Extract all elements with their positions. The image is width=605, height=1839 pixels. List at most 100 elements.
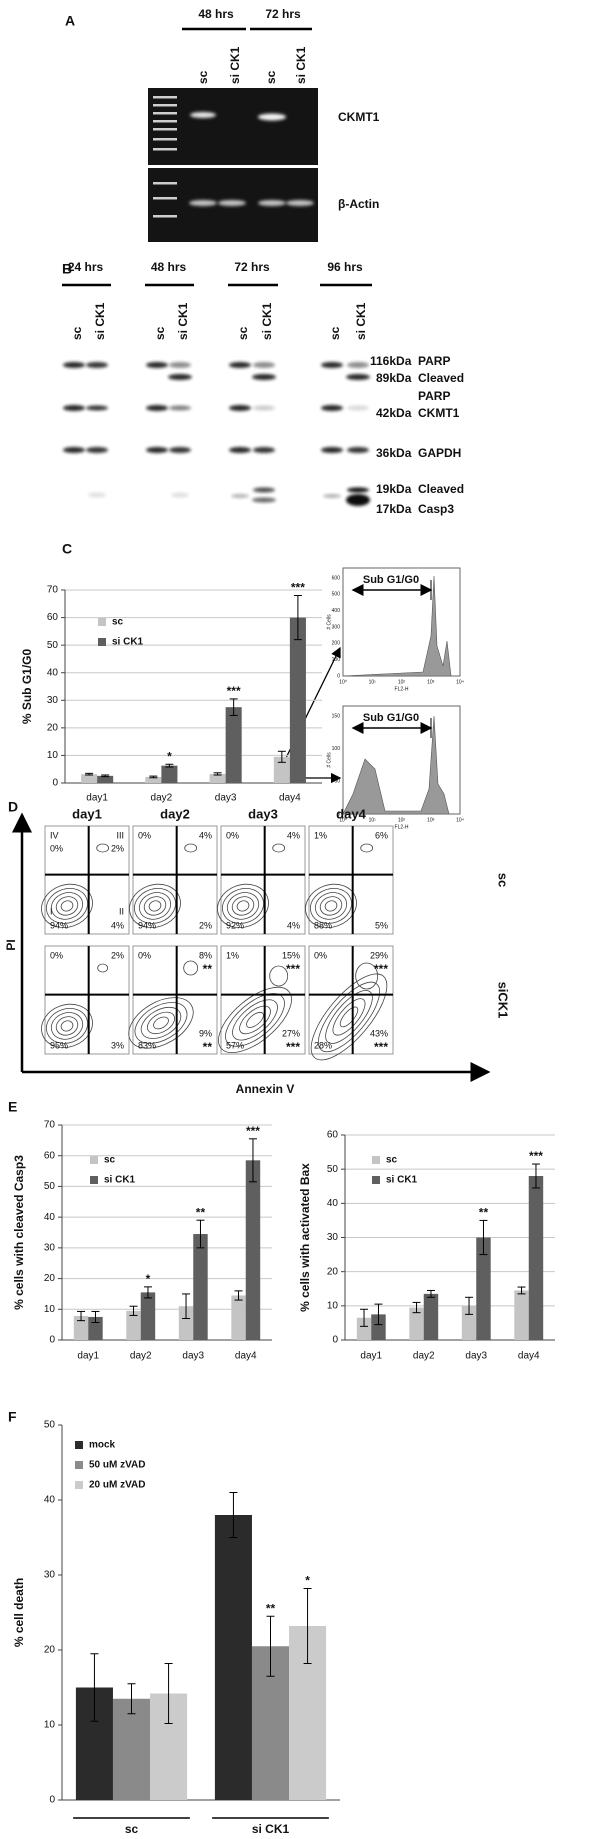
y-tick-label: 40 <box>47 667 59 678</box>
percent: 4% <box>111 920 124 930</box>
y-tick-label: 50 <box>44 1420 56 1431</box>
bar <box>514 1290 529 1340</box>
significance: *** <box>246 1124 260 1138</box>
bar <box>73 1316 89 1340</box>
legend-label: si CK1 <box>104 1175 136 1186</box>
y-tick-label: 0 <box>52 778 58 789</box>
contour <box>60 900 74 912</box>
error-bar <box>303 1588 312 1664</box>
significance: ** <box>203 1040 213 1054</box>
blot-name: Casp3 <box>418 502 454 516</box>
significance: *** <box>374 1040 388 1054</box>
x-tick-label: day2 <box>413 1351 435 1362</box>
contour <box>239 1005 271 1035</box>
blot-size: 89kDa <box>376 371 412 385</box>
band <box>253 487 275 493</box>
percent: 1% <box>314 830 327 840</box>
y-tick-label: 30 <box>44 1570 56 1581</box>
y-tick-label: 50 <box>44 1181 56 1192</box>
hist-x-tick: 10² <box>398 679 406 685</box>
bar <box>371 1314 386 1340</box>
band <box>347 487 369 493</box>
quadrant-id: II <box>119 906 124 916</box>
error-bar <box>85 772 94 776</box>
contour <box>226 892 260 920</box>
hist-y-tick: 0 <box>337 673 340 679</box>
error-bar <box>248 1138 257 1183</box>
band <box>252 497 276 503</box>
legend-swatch <box>75 1441 83 1449</box>
contour <box>325 990 373 1044</box>
flow-frame <box>308 825 394 935</box>
contour <box>319 896 343 916</box>
bar <box>145 776 162 783</box>
blot-name: GAPDH <box>418 446 461 460</box>
x-tick-label: day4 <box>279 793 301 804</box>
quadrant-id: III <box>116 830 124 840</box>
percent: 5% <box>375 920 388 930</box>
lane-label: sc <box>328 326 342 340</box>
band <box>347 405 369 411</box>
group-label: 72 hrs <box>234 260 270 274</box>
panel-label: B <box>62 261 72 277</box>
bar <box>225 707 242 783</box>
y-tick-label: 60 <box>47 612 59 623</box>
error-bar <box>293 595 302 641</box>
x-tick-label: si CK1 <box>252 1822 290 1836</box>
contour <box>324 900 338 912</box>
hist-x-tick: 10³ <box>427 817 435 823</box>
band <box>253 362 275 368</box>
lane-label: si CK1 <box>176 302 190 340</box>
gel-band-label: β-Actin <box>338 197 379 211</box>
hist-x-tick: 10² <box>398 817 406 823</box>
contour <box>183 960 199 976</box>
error-bar <box>479 1219 488 1256</box>
column-label: day4 <box>336 806 366 821</box>
percent: 6% <box>375 830 388 840</box>
contour <box>360 843 374 853</box>
x-tick-label: day1 <box>86 793 108 804</box>
contour <box>138 892 172 920</box>
blot-name: Cleaved <box>418 371 464 385</box>
band <box>321 362 343 368</box>
ladder <box>153 112 177 115</box>
band <box>86 447 108 453</box>
band <box>229 447 251 453</box>
blot-name: PARP <box>418 389 450 403</box>
lane-label: si CK1 <box>354 302 368 340</box>
error-bar <box>277 750 286 763</box>
significance: ** <box>266 1601 276 1615</box>
band <box>346 494 370 506</box>
ladder <box>153 182 177 185</box>
error-bar <box>101 774 110 778</box>
band <box>258 113 286 121</box>
blot-size: 36kDa <box>376 446 412 460</box>
x-tick-label: day3 <box>215 793 237 804</box>
legend-swatch <box>75 1481 83 1489</box>
percent: 15% <box>282 950 300 960</box>
percent: 3% <box>111 1040 124 1050</box>
contour <box>97 963 109 973</box>
x-tick-label: day3 <box>465 1351 487 1362</box>
panel-label: D <box>8 799 18 815</box>
legend-swatch <box>372 1176 380 1184</box>
contour <box>217 883 269 928</box>
bar <box>97 775 114 783</box>
y-tick-label: 70 <box>44 1120 56 1131</box>
percent: 0% <box>50 950 63 960</box>
error-bar <box>143 1286 152 1299</box>
contour <box>218 986 292 1053</box>
legend-swatch <box>98 638 106 646</box>
band <box>347 447 369 453</box>
significance: * <box>305 1574 310 1588</box>
legend-label: si CK1 <box>112 637 144 648</box>
error-bar <box>229 698 238 716</box>
histogram <box>342 715 450 815</box>
percent: 94% <box>50 920 68 930</box>
flow-frame <box>132 825 218 935</box>
contour <box>46 888 88 924</box>
contour <box>231 896 255 916</box>
blot-name: Cleaved <box>418 482 464 496</box>
flow-frame <box>44 825 130 935</box>
band <box>218 200 246 206</box>
